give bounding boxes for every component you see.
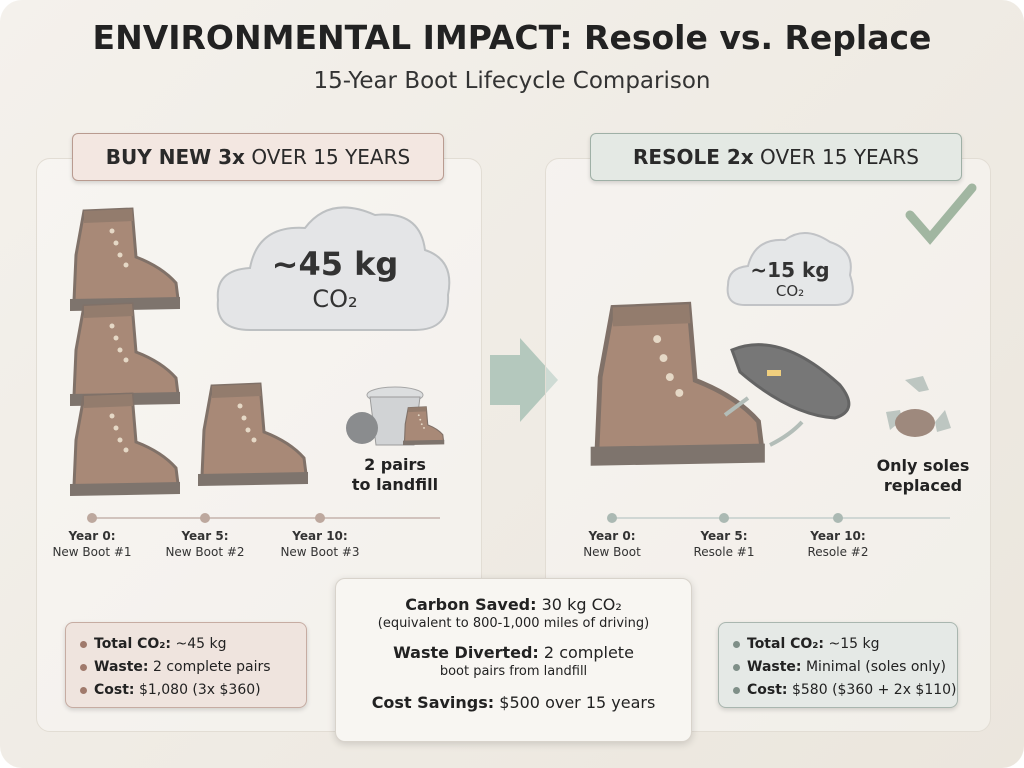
key: Carbon Saved: xyxy=(405,595,537,614)
label: New Boot xyxy=(583,545,641,559)
waste-row: Waste Diverted: 2 complete xyxy=(336,643,691,662)
year: Year 5: xyxy=(181,529,229,543)
left-heading: BUY NEW 3x OVER 15 YEARS xyxy=(72,133,444,181)
summary-row: Total CO₂: ~15 kg xyxy=(733,633,957,656)
key: Total CO₂: xyxy=(94,636,172,652)
carbon-note: (equivalent to 800-1,000 miles of drivin… xyxy=(377,616,650,631)
savings-box: Carbon Saved: 30 kg CO₂ (equivalent to 8… xyxy=(335,578,692,742)
title: ENVIRONMENTAL IMPACT: Resole vs. Replace xyxy=(92,18,932,57)
soles-note: Only soles replaced xyxy=(858,456,988,496)
timeline-label: Year 10: Resole #2 xyxy=(783,528,893,560)
timeline-label: Year 5: Resole #1 xyxy=(669,528,779,560)
value: $500 over 15 years xyxy=(499,693,656,712)
timeline-label: Year 0: New Boot #1 xyxy=(37,528,147,560)
year: Year 10: xyxy=(810,529,866,543)
heading-rest: OVER 15 YEARS xyxy=(251,145,411,169)
carbon-row: Carbon Saved: 30 kg CO₂ xyxy=(336,595,691,614)
key: Total CO₂: xyxy=(747,636,825,652)
value: 2 complete xyxy=(543,643,634,662)
timeline-label: Year 10: New Boot #3 xyxy=(265,528,375,560)
heading-bold: RESOLE 2x xyxy=(633,145,754,169)
year: Year 10: xyxy=(292,529,348,543)
cloud xyxy=(216,206,451,331)
right-summary: Total CO₂: ~15 kg Waste: Minimal (soles … xyxy=(718,622,958,708)
value: $1,080 (3x $360) xyxy=(138,682,261,698)
value: ~45 kg xyxy=(175,636,227,652)
cost-row: Cost Savings: $500 over 15 years xyxy=(336,693,691,712)
checkmark xyxy=(905,183,977,245)
landfill-note: 2 pairs to landfill xyxy=(335,455,455,495)
cloud-value: ~15 kg xyxy=(750,258,830,282)
timeline-label: Year 0: New Boot xyxy=(557,528,667,560)
subtitle: 15-Year Boot Lifecycle Comparison xyxy=(313,68,711,94)
cloud-unit: CO₂ xyxy=(312,285,358,313)
value: 30 kg CO₂ xyxy=(541,595,622,614)
summary-row: Total CO₂: ~45 kg xyxy=(80,633,306,656)
summary-row: Cost: $580 ($360 + 2x $110) xyxy=(733,679,957,702)
flow-arrows xyxy=(723,396,804,447)
year: Year 0: xyxy=(588,529,636,543)
note-line: to landfill xyxy=(351,475,439,494)
label: New Boot #1 xyxy=(52,545,132,559)
value: Minimal (soles only) xyxy=(805,659,946,675)
waste-note: boot pairs from landfill xyxy=(439,664,588,679)
right-heading: RESOLE 2x OVER 15 YEARS xyxy=(590,133,962,181)
sole xyxy=(730,343,851,420)
note-line: replaced xyxy=(883,476,963,495)
note-line: Only soles xyxy=(876,456,970,475)
heading-rest: OVER 15 YEARS xyxy=(760,145,919,169)
label: Resole #1 xyxy=(693,545,755,559)
key: Cost: xyxy=(747,682,788,698)
cloud xyxy=(726,232,854,306)
year: Year 5: xyxy=(700,529,748,543)
key: Cost Savings: xyxy=(371,693,495,712)
left-summary: Total CO₂: ~45 kg Waste: 2 complete pair… xyxy=(65,622,307,708)
summary-row: Cost: $1,080 (3x $360) xyxy=(80,679,306,702)
label: New Boot #2 xyxy=(165,545,245,559)
heading-bold: BUY NEW 3x xyxy=(105,145,245,169)
note-line: 2 pairs xyxy=(364,455,426,474)
key: Waste: xyxy=(747,659,802,675)
key: Cost: xyxy=(94,682,135,698)
timeline-label: Year 5: New Boot #2 xyxy=(150,528,260,560)
key: Waste: xyxy=(94,659,149,675)
year: Year 0: xyxy=(68,529,116,543)
summary-row: Waste: Minimal (soles only) xyxy=(733,656,957,679)
recycle-icon xyxy=(886,376,951,437)
value: $580 ($360 + 2x $110) xyxy=(791,682,957,698)
label: Resole #2 xyxy=(807,545,869,559)
cloud-unit: CO₂ xyxy=(775,282,805,300)
value: 2 complete pairs xyxy=(152,659,271,675)
value: ~15 kg xyxy=(828,636,880,652)
key: Waste Diverted: xyxy=(393,643,539,662)
cloud-value: ~45 kg xyxy=(271,245,399,283)
summary-row: Waste: 2 complete pairs xyxy=(80,656,306,679)
trash-can xyxy=(346,386,445,446)
timeline xyxy=(87,513,950,523)
transition-arrow xyxy=(490,338,558,422)
label: New Boot #3 xyxy=(280,545,360,559)
